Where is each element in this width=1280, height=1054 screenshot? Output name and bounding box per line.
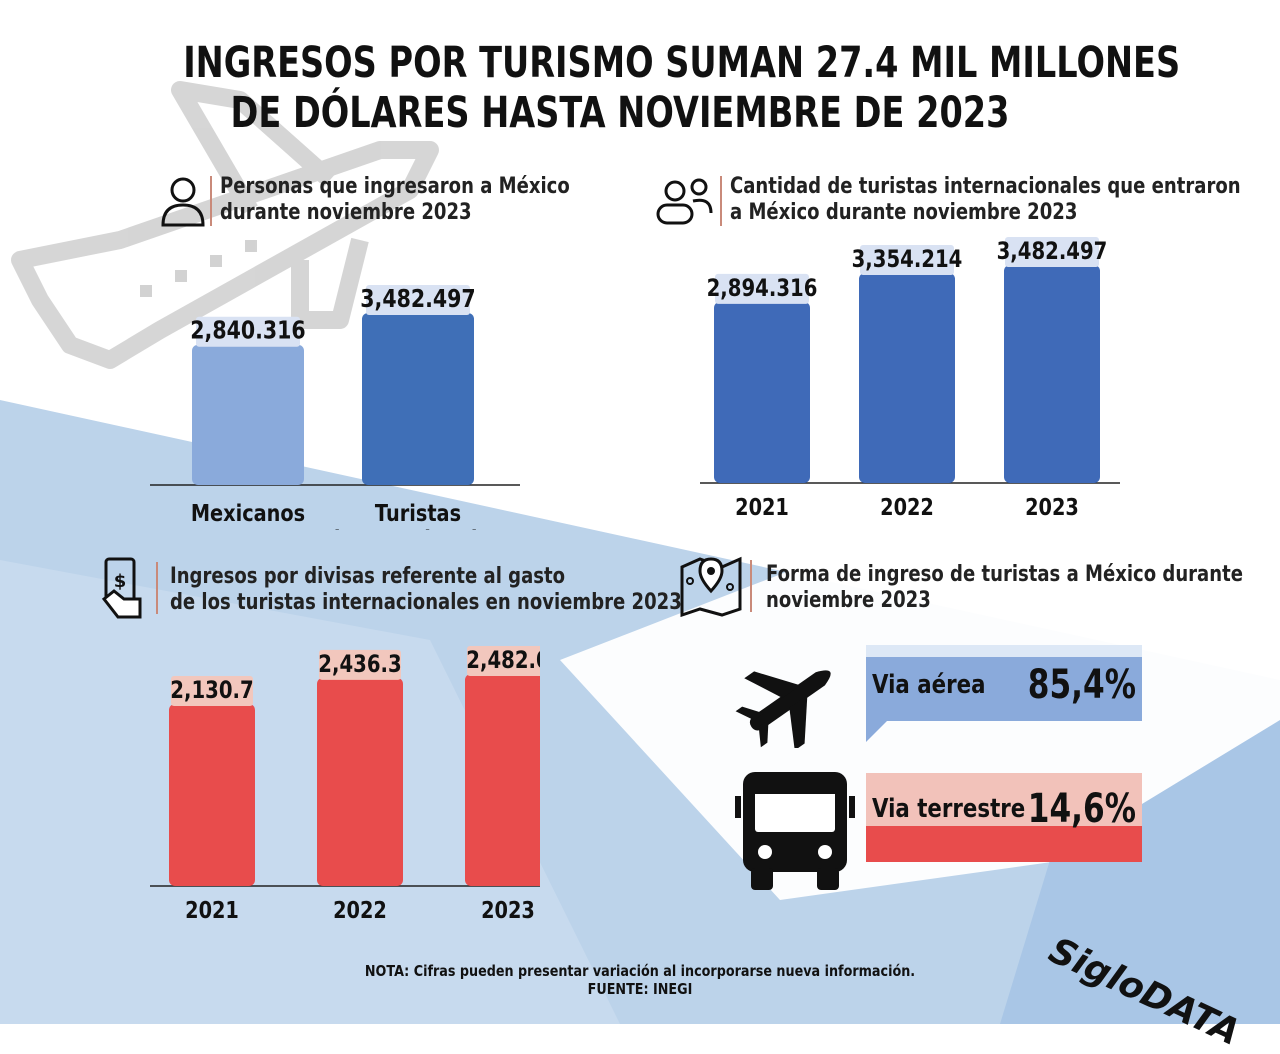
source-text: FUENTE: INEGI [587,980,693,998]
person-icon [161,177,205,227]
terrestre-band-top [866,773,1142,833]
airplane-icon [735,670,831,748]
tick-label: 2021 [735,494,789,521]
bus-icon [735,772,855,890]
data-label-bg [467,646,540,676]
svg-text:$: $ [114,571,127,592]
data-label: 2,482.0 [466,647,540,674]
title-line-2: DE DÓLARES HASTA NOVIEMBRE DE 2023 [230,88,1010,138]
data-label-bg [1005,237,1099,267]
aerea-value: 85,4% [1027,662,1136,708]
data-label: 2,894.316 [707,275,818,302]
header-divider [750,560,752,612]
data-label-bg [715,273,809,304]
users-icon [656,178,713,225]
chart-3-bars: 2,130.7 2021 2,436.3 2022 2,482.0 2023 [150,646,540,924]
terrestre-label: Via terrestre [872,794,1026,824]
data-label-bg [171,676,253,707]
chart-2-bars: 2,894.316 2021 3,354.214 2022 3,482.497 2023 [700,237,1120,521]
tick-label: 2023 [1025,494,1079,521]
data-label: 3,482.497 [997,238,1108,265]
data-label: 3,482.497 [360,285,475,313]
data-label: 3,354.214 [852,246,963,273]
tick-label: 2021 [185,897,239,924]
data-label-bg [366,285,470,315]
tick-label: 2022 [333,897,387,924]
note-text: NOTA: Cifras pueden presentar variación … [364,962,916,980]
data-label: 2,130.7 [170,677,253,704]
terrestre-band [866,826,1142,862]
chart-1-bars: 2,840.316 Mexicanos 3,482.497 Turistasinter… [150,285,520,530]
tick-label: Turistas [375,500,461,527]
money-hand-icon: $ [101,557,142,619]
plane-watermark [11,81,439,369]
bar [465,674,540,886]
header-divider [210,176,212,226]
data-label-bg [860,245,954,276]
aerea-band [866,657,1142,721]
chart-4-title: Forma de ingreso de turistas a México du… [766,562,1243,613]
chart-2-title: Cantidad de turistas internacionales que… [730,174,1241,225]
map-pin-icon [680,556,742,617]
data-label: 2,840.316 [190,317,305,345]
tick-label: internacionales [334,526,502,530]
bar [714,301,810,483]
data-label-bg [196,316,300,347]
tick-label: Mexicanos [191,500,305,527]
tick-label: 2022 [880,494,934,521]
bar [192,344,304,485]
header-divider [720,176,722,226]
page-title: INGRESOS POR TURISMO SUMAN 27.4 MIL MILL… [183,38,1181,138]
bar [169,704,255,886]
aerea-label: Via aérea [872,670,986,700]
footer-note: NOTA: Cifras pueden presentar variación … [300,962,980,998]
chart-3-title: Ingresos por divisas referente al gasto … [170,564,682,615]
data-label: 2,436.3 [318,651,401,678]
header-divider [156,562,158,614]
bar [859,273,955,483]
bar [362,313,474,485]
chart-1-title: Personas que ingresaron a México durante… [220,174,570,225]
tick-label: 2023 [481,897,535,924]
bar [1004,265,1100,483]
data-label-bg [319,649,401,680]
aerea-pointer [866,720,888,742]
terrestre-value: 14,6% [1027,786,1136,832]
bar [317,677,403,886]
title-line-1: INGRESOS POR TURISMO SUMAN 27.4 MIL MILL… [183,38,1181,88]
aerea-band-top [866,645,1142,657]
